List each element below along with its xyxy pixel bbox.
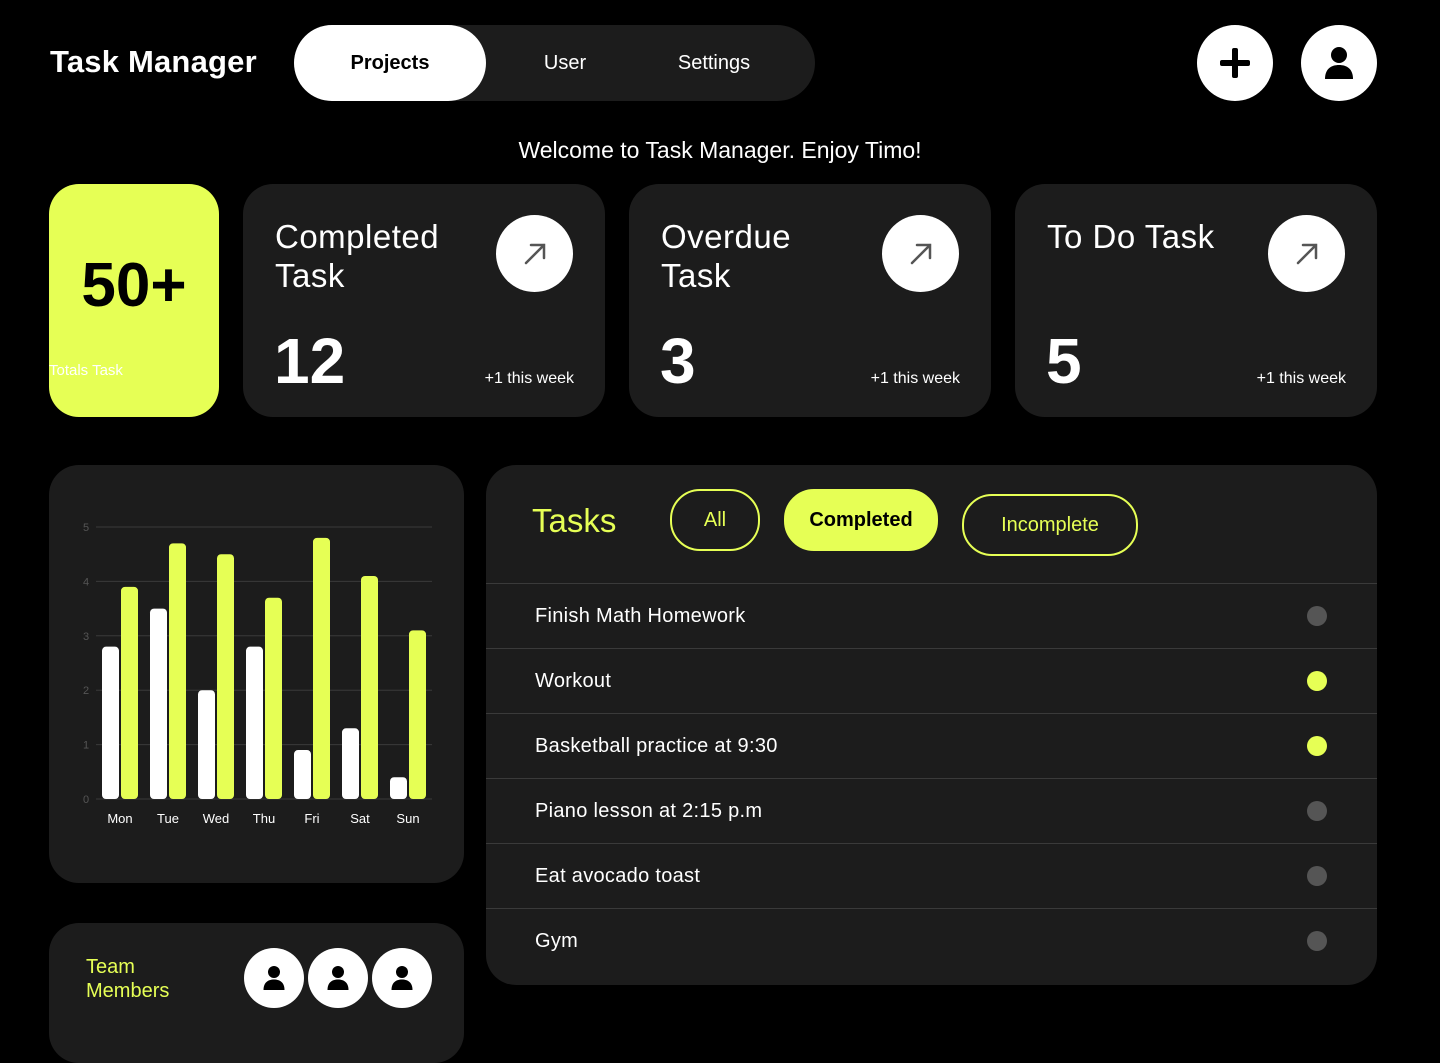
card-subtext: +1 this week [870, 370, 960, 387]
task-row[interactable]: Piano lesson at 2:15 p.m [486, 778, 1377, 844]
task-row[interactable]: Gym [486, 908, 1377, 974]
open-overdue-button[interactable] [882, 215, 959, 292]
bar [198, 690, 215, 799]
tab-settings[interactable]: Settings [677, 52, 751, 74]
nav-tabs: Projects User Settings [294, 25, 815, 101]
tasks-title: Tasks [532, 502, 617, 539]
task-label: Basketball practice at 9:30 [535, 735, 778, 757]
user-icon [263, 966, 285, 990]
team-member-avatar[interactable] [244, 948, 304, 1008]
x-tick-label: Mon [107, 811, 132, 826]
task-row[interactable]: Workout [486, 648, 1377, 714]
task-status-dot[interactable] [1307, 801, 1327, 821]
x-tick-label: Sat [350, 811, 370, 826]
task-row[interactable]: Finish Math Homework [486, 583, 1377, 649]
totals-label: Totals Task [49, 362, 123, 379]
y-tick-label: 5 [83, 522, 89, 534]
x-tick-label: Fri [304, 811, 319, 826]
bar [217, 554, 234, 799]
weekly-bar-chart: 0 1 2 3 4 5 Mon Tue Wed Thu Fri Sat Sun [83, 522, 432, 826]
card-number: 12 [274, 325, 346, 397]
card-number: 5 [1046, 325, 1082, 397]
card-number: 3 [660, 325, 696, 397]
arrow-up-right-icon [1296, 243, 1317, 264]
task-label: Gym [535, 930, 579, 952]
bar [361, 575, 378, 799]
arrow-up-right-icon [524, 243, 545, 264]
totals-card: 50+ [49, 184, 219, 417]
tab-user[interactable]: User [543, 52, 587, 74]
tab-projects[interactable]: Projects [294, 25, 486, 101]
bar [409, 630, 426, 799]
bar [121, 586, 138, 799]
arrow-up-right-icon [910, 243, 931, 264]
bar [313, 537, 330, 799]
x-tick-label: Tue [157, 811, 179, 826]
filter-completed-button[interactable]: Completed [784, 489, 938, 551]
team-members-card: Team Members [49, 923, 464, 1063]
y-tick-label: 0 [83, 794, 89, 806]
card-title: Overdue Task [661, 218, 792, 294]
task-status-dot[interactable] [1307, 606, 1327, 626]
user-icon [327, 966, 349, 990]
open-todo-button[interactable] [1268, 215, 1345, 292]
bar [102, 646, 119, 799]
task-status-dot[interactable] [1307, 671, 1327, 691]
card-title: To Do Task [1047, 218, 1215, 255]
app-title: Task Manager [50, 44, 257, 79]
bar [150, 608, 167, 799]
y-tick-label: 1 [83, 740, 89, 752]
completed-task-card: Completed Task 12 +1 this week [243, 184, 605, 417]
task-label: Piano lesson at 2:15 p.m [535, 800, 763, 822]
totals-number: 50+ [81, 251, 187, 320]
weekly-chart-card: 0 1 2 3 4 5 Mon Tue Wed Thu Fri Sat Sun [49, 465, 464, 883]
profile-button[interactable] [1301, 25, 1377, 101]
user-icon [391, 966, 413, 990]
add-button[interactable] [1197, 25, 1273, 101]
card-subtext: +1 this week [1256, 370, 1346, 387]
user-icon [1325, 47, 1353, 79]
task-label: Eat avocado toast [535, 865, 701, 887]
filter-all-button[interactable]: All [670, 489, 760, 551]
y-tick-label: 4 [83, 576, 89, 588]
bar [265, 597, 282, 799]
task-label: Finish Math Homework [535, 605, 746, 627]
todo-task-card: To Do Task 5 +1 this week [1015, 184, 1377, 417]
task-status-dot[interactable] [1307, 931, 1327, 951]
tasks-panel: Tasks All Completed Incomplete Finish Ma… [486, 465, 1377, 985]
overdue-task-card: Overdue Task 3 +1 this week [629, 184, 991, 417]
team-members-label: Team Members [86, 956, 170, 1002]
plus-icon [1220, 48, 1250, 78]
open-completed-button[interactable] [496, 215, 573, 292]
bar [246, 646, 263, 799]
bar [294, 750, 311, 799]
x-tick-label: Wed [203, 811, 230, 826]
y-tick-label: 2 [83, 685, 89, 697]
card-title: Completed Task [275, 218, 440, 294]
bar [390, 777, 407, 799]
task-status-dot[interactable] [1307, 866, 1327, 886]
filter-incomplete-button[interactable]: Incomplete [962, 494, 1138, 556]
welcome-message: Welcome to Task Manager. Enjoy Timo! [518, 137, 922, 163]
y-tick-label: 3 [83, 631, 89, 643]
team-member-avatar[interactable] [372, 948, 432, 1008]
bar [169, 543, 186, 799]
task-status-dot[interactable] [1307, 736, 1327, 756]
bar [342, 728, 359, 799]
team-member-avatar[interactable] [308, 948, 368, 1008]
task-row[interactable]: Eat avocado toast [486, 843, 1377, 909]
x-tick-label: Sun [396, 811, 419, 826]
card-subtext: +1 this week [484, 370, 574, 387]
task-row[interactable]: Basketball practice at 9:30 [486, 713, 1377, 779]
task-label: Workout [535, 670, 612, 692]
x-tick-label: Thu [253, 811, 275, 826]
